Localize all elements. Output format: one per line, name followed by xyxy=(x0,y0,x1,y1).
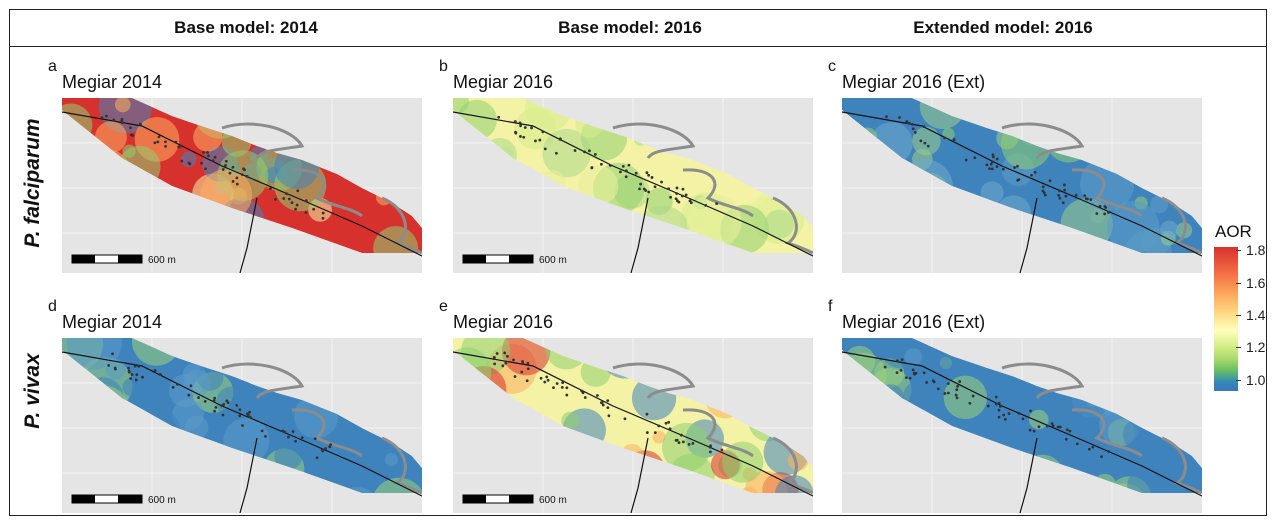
panel-letter-b: b xyxy=(439,58,448,75)
legend-colorbar xyxy=(1214,247,1238,391)
legend-tick-mark xyxy=(1236,250,1241,252)
svg-text:600 m: 600 m xyxy=(539,495,567,506)
legend-tick-label: 1.6 xyxy=(1246,274,1266,291)
column-header-extended-2016: Extended model: 2016 xyxy=(913,18,1093,37)
legend-title: AOR xyxy=(1215,222,1252,241)
map-panel-d: d Megiar 2014 600 m xyxy=(48,298,432,513)
map-panel-e: e Megiar 2016 600 m xyxy=(439,298,823,513)
map-f xyxy=(842,338,1202,513)
map-panel-a: a Megiar 2014 600 m xyxy=(48,58,432,273)
column-header-base-2014: Base model: 2014 xyxy=(174,18,318,37)
svg-text:600 m: 600 m xyxy=(148,495,176,506)
map-e: 600 m xyxy=(453,338,813,513)
panel-letter-f: f xyxy=(828,298,833,315)
scale-bar: 600 m xyxy=(71,254,176,266)
panel-title-e: Megiar 2016 xyxy=(453,312,554,332)
panel-letter-d: d xyxy=(48,298,57,315)
svg-text:600 m: 600 m xyxy=(148,255,176,266)
header-divider xyxy=(9,46,1267,47)
panel-title-f: Megiar 2016 (Ext) xyxy=(842,312,986,332)
map-c xyxy=(842,98,1202,273)
panel-title-d: Megiar 2014 xyxy=(62,312,163,332)
legend-tick-label: 1.0 xyxy=(1246,371,1266,388)
map-panel-b: b Megiar 2016 600 m xyxy=(439,58,823,273)
legend-tick-mark xyxy=(1236,347,1241,349)
legend-tick-label: 1.4 xyxy=(1246,306,1266,323)
panel-title-c: Megiar 2016 (Ext) xyxy=(842,72,986,92)
scale-bar: 600 m xyxy=(462,494,567,506)
map-panel-c: c Megiar 2016 (Ext) xyxy=(828,58,1212,273)
scale-bar: 600 m xyxy=(71,494,176,506)
svg-text:600 m: 600 m xyxy=(539,255,567,266)
row-label-vivax: P. vivax xyxy=(21,353,44,429)
map-b: 600 m xyxy=(453,98,813,273)
panel-letter-a: a xyxy=(48,58,57,75)
legend-tick-label: 1.2 xyxy=(1246,339,1266,356)
map-d: 600 m xyxy=(62,338,422,513)
map-a: 600 m xyxy=(62,98,422,273)
row-label-falciparum: P. falciparum xyxy=(21,118,44,248)
map-panel-f: f Megiar 2016 (Ext) xyxy=(828,298,1212,513)
panel-letter-c: c xyxy=(828,58,836,75)
figure-frame xyxy=(9,9,1267,516)
scale-bar: 600 m xyxy=(462,254,567,266)
panel-title-a: Megiar 2014 xyxy=(62,72,163,92)
legend-tick-mark xyxy=(1236,314,1241,316)
column-header-base-2016: Base model: 2016 xyxy=(558,18,702,37)
legend-tick-mark xyxy=(1236,282,1241,284)
panel-letter-e: e xyxy=(439,298,448,315)
panel-title-b: Megiar 2016 xyxy=(453,72,554,92)
legend-tick-label: 1.8 xyxy=(1246,242,1266,259)
legend-tick-mark xyxy=(1236,379,1241,381)
